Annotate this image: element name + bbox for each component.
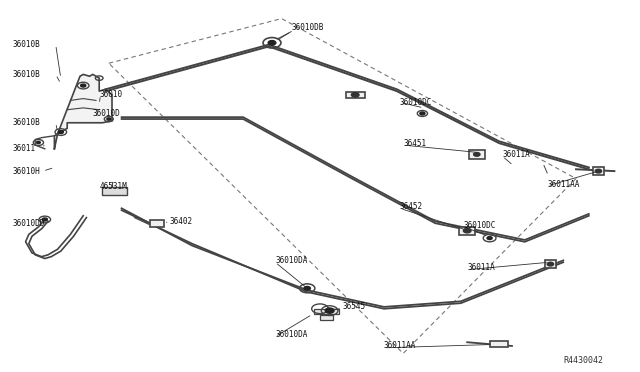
Text: 36451: 36451 (403, 139, 426, 148)
Circle shape (42, 218, 47, 221)
Text: 36010DC: 36010DC (464, 221, 497, 230)
Text: 36010DD: 36010DD (13, 219, 45, 228)
Text: R4430042: R4430042 (563, 356, 604, 365)
Circle shape (304, 286, 310, 290)
Circle shape (107, 118, 111, 120)
Text: 36010DA: 36010DA (275, 256, 308, 265)
Text: 36010B: 36010B (13, 118, 40, 127)
Bar (490, 341, 508, 347)
Bar (150, 220, 164, 227)
Text: 36010DA: 36010DA (275, 330, 308, 339)
Text: 36010H: 36010H (13, 167, 40, 176)
Circle shape (351, 93, 359, 97)
Circle shape (36, 141, 40, 144)
Polygon shape (54, 74, 112, 149)
Circle shape (463, 228, 471, 233)
Bar (460, 227, 476, 235)
Text: 36545: 36545 (342, 302, 365, 311)
Text: 36010B: 36010B (13, 40, 40, 49)
Circle shape (58, 131, 63, 134)
Text: 36011A: 36011A (502, 150, 530, 159)
Circle shape (325, 308, 334, 313)
Text: 36010B: 36010B (13, 70, 40, 79)
Text: 36011AA: 36011AA (547, 180, 580, 189)
Circle shape (595, 169, 602, 173)
Bar (346, 92, 365, 98)
Bar (320, 315, 333, 320)
Circle shape (420, 112, 425, 115)
Bar (593, 167, 604, 175)
Bar (468, 150, 485, 159)
Circle shape (474, 153, 480, 156)
Text: 36010: 36010 (99, 90, 122, 99)
Circle shape (81, 84, 86, 87)
Circle shape (547, 262, 554, 266)
Text: 36011AA: 36011AA (384, 341, 417, 350)
Text: 36011A: 36011A (467, 263, 495, 272)
Circle shape (268, 41, 276, 45)
Circle shape (487, 237, 492, 240)
Text: 46531M: 46531M (99, 182, 127, 190)
Text: 36010D: 36010D (93, 109, 120, 118)
Bar (314, 309, 339, 314)
Text: 36402: 36402 (170, 217, 193, 226)
Text: 36010DB: 36010DB (291, 23, 324, 32)
Text: 36010DC: 36010DC (400, 98, 433, 107)
Text: 36452: 36452 (400, 202, 423, 211)
Bar (545, 260, 556, 268)
Bar (102, 187, 127, 195)
Text: 36011: 36011 (13, 144, 36, 153)
